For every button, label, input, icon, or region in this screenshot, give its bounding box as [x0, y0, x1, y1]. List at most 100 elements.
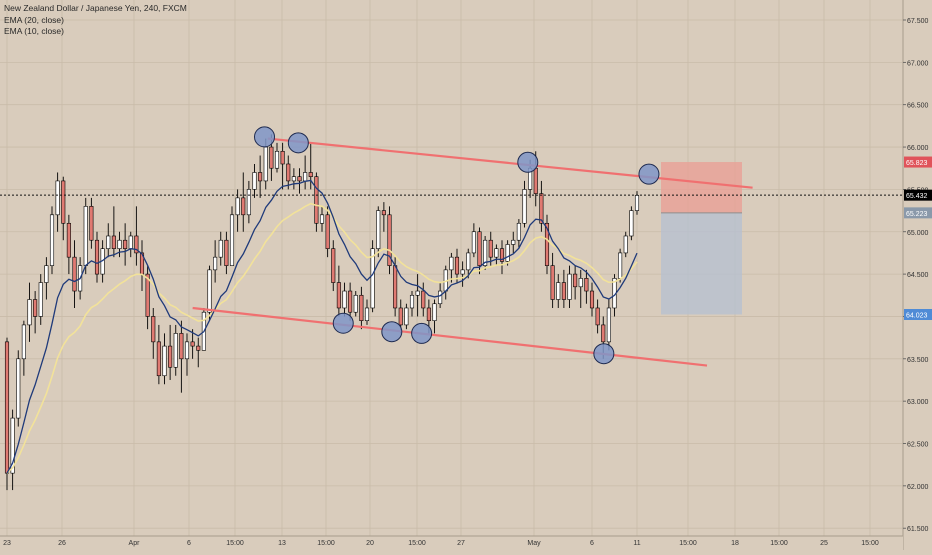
- candle-body: [404, 307, 409, 326]
- candle-body: [364, 307, 370, 321]
- pivot-markers[interactable]: [254, 126, 660, 365]
- candle-body: [151, 316, 156, 343]
- candle-body: [10, 417, 15, 474]
- time-tick-label: 15:00: [408, 540, 426, 547]
- candle-body: [61, 180, 66, 224]
- candle-up: [235, 189, 240, 232]
- candle-down: [280, 142, 285, 190]
- candle-body: [511, 239, 516, 245]
- pivot-circle[interactable]: [254, 126, 276, 148]
- candle-body: [578, 278, 583, 288]
- take-profit-zone[interactable]: [661, 212, 742, 315]
- ema10-legend[interactable]: EMA (10, close): [4, 26, 64, 36]
- target-price-tag-label: 64.023: [906, 313, 928, 320]
- candle-body: [111, 235, 116, 249]
- candle-body: [325, 214, 330, 249]
- grid-lines: [0, 0, 903, 536]
- symbol-title[interactable]: New Zealand Dollar / Japanese Yen, 240, …: [4, 3, 187, 13]
- candle-body: [156, 341, 161, 377]
- time-axis-bg: [0, 536, 903, 550]
- candle-body: [303, 172, 308, 182]
- candle-body: [196, 345, 201, 351]
- ema20-legend[interactable]: EMA (20, close): [4, 14, 64, 25]
- ema10-line: [6, 179, 638, 474]
- candle-body: [629, 210, 634, 237]
- candle-body: [359, 294, 364, 321]
- candle-body: [623, 235, 628, 254]
- candle-up: [218, 231, 223, 266]
- candle-up: [567, 265, 572, 308]
- price-tick-label: 66.500: [907, 103, 929, 110]
- candle-body: [319, 214, 325, 224]
- candle-body: [308, 172, 313, 177]
- candle-body: [184, 341, 190, 360]
- candle-up: [342, 282, 347, 317]
- candle-down: [387, 206, 392, 275]
- candle-body: [134, 235, 139, 254]
- candle-up: [623, 231, 628, 258]
- position-zones[interactable]: [661, 162, 742, 315]
- price-tick-label: 61.500: [907, 526, 929, 533]
- time-axis[interactable]: 23 26 Apr 6 15:00 13 15:00 20 15:00 27 May 6 11 15:00…: [0, 535, 903, 550]
- candle-body: [426, 307, 431, 321]
- candle-up: [505, 240, 510, 266]
- trendline-upper-resistance[interactable]: [267, 137, 753, 189]
- candle-up: [49, 206, 55, 275]
- candle-up: [522, 180, 527, 228]
- candle-down: [145, 265, 150, 330]
- candle-body: [291, 176, 296, 182]
- candle-up: [274, 142, 280, 173]
- candle-body: [117, 239, 122, 249]
- candle-down: [539, 180, 544, 232]
- candle-down: [66, 214, 71, 275]
- candle-body: [213, 256, 218, 271]
- candle-down: [297, 168, 302, 194]
- pivot-circle[interactable]: [517, 151, 539, 173]
- candle-up: [511, 231, 516, 253]
- candle-body: [224, 239, 229, 266]
- pivot-circle[interactable]: [593, 343, 615, 365]
- candle-body: [387, 214, 392, 266]
- candle-up: [578, 269, 583, 308]
- candle-body: [128, 235, 133, 249]
- candle-body: [263, 146, 268, 182]
- price-axis-bg: [903, 0, 932, 550]
- candle-down: [134, 206, 139, 266]
- price-axis[interactable]: 67.50067.00066.50066.00065.50065.00064.5…: [902, 0, 932, 550]
- candle-body: [634, 195, 640, 211]
- time-tick-label: 15:00: [317, 540, 335, 547]
- time-tick-label: 25: [820, 540, 828, 547]
- candle-body: [348, 290, 353, 313]
- price-tick-label: 63.500: [907, 357, 929, 364]
- candle-body: [218, 239, 223, 258]
- price-tick-label: 62.000: [907, 484, 929, 491]
- candle-up: [449, 252, 454, 283]
- candle-body: [432, 303, 437, 321]
- candle-down: [348, 282, 353, 321]
- time-tick-label: 23: [3, 540, 11, 547]
- pivot-circle[interactable]: [638, 163, 660, 185]
- pivot-circle[interactable]: [332, 312, 354, 334]
- trendline-lower-support[interactable]: [192, 306, 708, 367]
- candle-up: [10, 409, 15, 491]
- candle-body: [162, 345, 167, 377]
- candles-group: [4, 134, 640, 491]
- price-tick-label: 65.000: [907, 230, 929, 237]
- trendlines-group[interactable]: [192, 137, 753, 367]
- candle-body: [589, 290, 595, 309]
- candle-body: [584, 278, 589, 292]
- candle-down: [359, 286, 364, 330]
- stop-loss-zone[interactable]: [661, 162, 742, 213]
- candle-down: [499, 240, 505, 275]
- candle-down: [94, 231, 100, 283]
- candle-down: [561, 269, 566, 308]
- pivot-circle[interactable]: [411, 322, 433, 344]
- candle-body: [499, 248, 505, 262]
- pivot-circle[interactable]: [381, 321, 403, 343]
- target-price-tag: 64.023: [904, 309, 932, 321]
- pivot-circle[interactable]: [287, 132, 309, 154]
- ema-lines: [6, 179, 638, 474]
- candle-body: [235, 197, 240, 216]
